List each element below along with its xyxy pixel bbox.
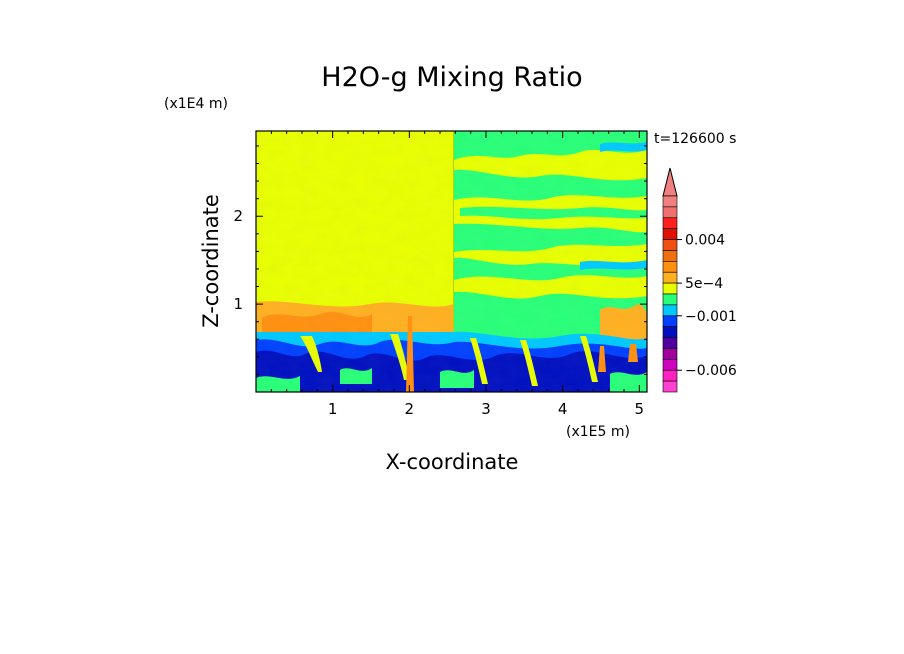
colorbar-swatch	[662, 359, 678, 371]
colorbar-swatch	[662, 239, 678, 251]
plot-frame	[255, 130, 648, 393]
colorbar-swatch	[662, 271, 678, 284]
colorbar-swatch	[662, 369, 678, 382]
colorbar-swatch	[662, 282, 678, 295]
colorbar-labels: 0.004 5e−4 −0.001 −0.006	[677, 233, 737, 379]
colorbar-swatch	[662, 326, 678, 338]
colorbar-swatch	[662, 293, 678, 306]
colorbar-swatch	[662, 228, 678, 240]
colorbar-swatch	[662, 315, 678, 327]
x-tick-labels: 1 2 3 4 5	[328, 400, 644, 418]
y-tick-label: 1	[233, 295, 243, 313]
colorbar	[662, 167, 678, 393]
y-unit-label: (x1E4 m)	[164, 96, 228, 112]
axis-ticks	[256, 131, 647, 392]
x-tick-label: 2	[405, 400, 415, 418]
x-axis-label: X-coordinate	[386, 450, 519, 474]
colorbar-swatch	[662, 337, 678, 349]
colorbar-label: −0.001	[685, 309, 737, 325]
colorbar-extend-triangle	[662, 167, 678, 197]
colorbar-swatch	[662, 304, 678, 317]
plot-area	[256, 131, 647, 392]
x-tick-label: 1	[328, 400, 338, 418]
y-tick-labels: 12	[233, 207, 243, 313]
y-axis-label: Z-coordinate	[199, 194, 223, 328]
chart-title: H2O-g Mixing Ratio	[321, 62, 582, 93]
y-tick-label: 2	[233, 207, 243, 225]
time-label: t=126600 s	[654, 131, 736, 147]
colorbar-swatch	[662, 217, 678, 229]
x-tick-label: 3	[481, 400, 491, 418]
colorbar-label: 0.004	[685, 233, 725, 249]
texture-overlay	[256, 131, 647, 392]
colorbar-swatch	[662, 261, 678, 273]
colorbar-swatch	[662, 206, 678, 219]
x-tick-label: 4	[558, 400, 568, 418]
x-tick-label: 5	[635, 400, 645, 418]
colorbar-swatch	[662, 348, 678, 360]
colorbar-swatch	[662, 195, 678, 208]
colorbar-label: 5e−4	[685, 276, 723, 292]
x-unit-label: (x1E5 m)	[566, 424, 630, 440]
colorbar-label: −0.006	[685, 363, 737, 379]
colorbar-swatch	[662, 380, 678, 393]
colorbar-swatch	[662, 250, 678, 262]
